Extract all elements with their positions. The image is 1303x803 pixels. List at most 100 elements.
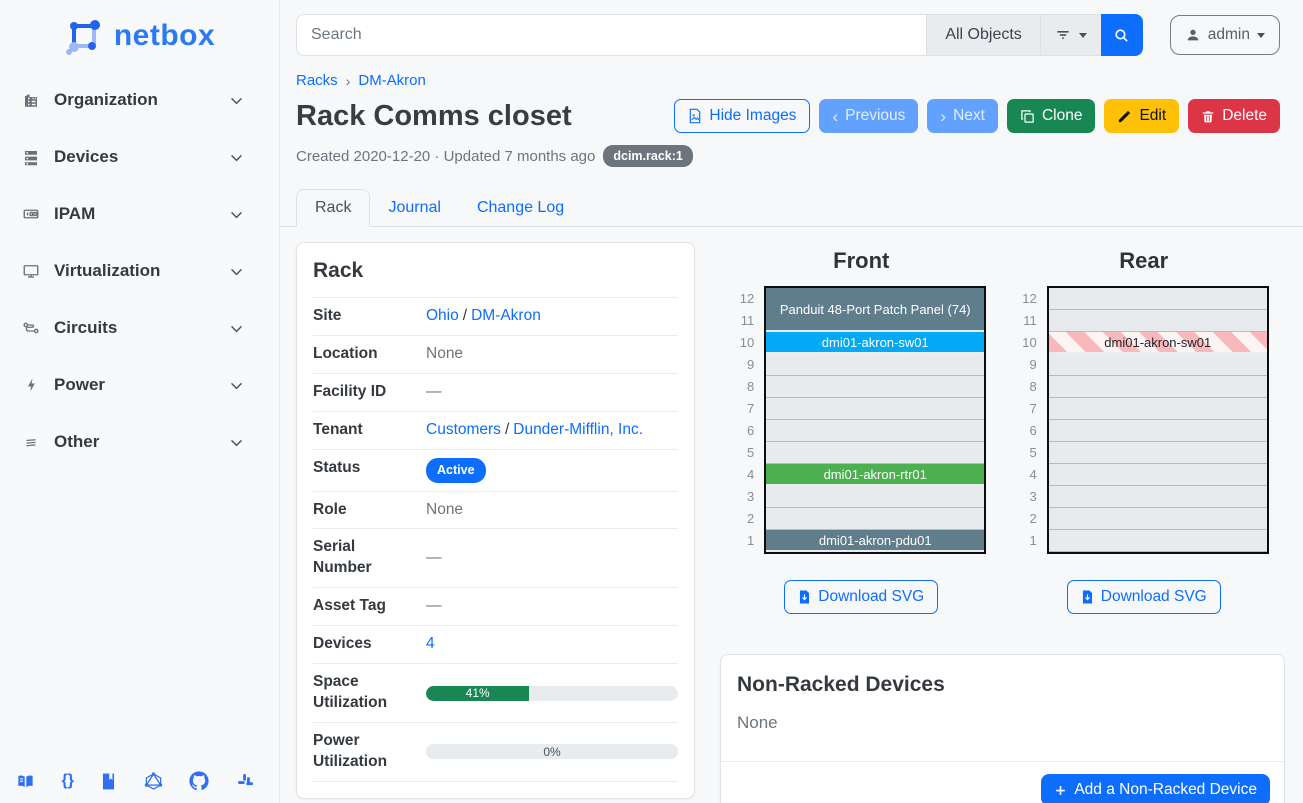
breadcrumb-site-link[interactable]: DM-Akron	[358, 72, 426, 89]
unit-number: 1	[747, 533, 755, 548]
unit-number: 2	[1029, 511, 1037, 526]
rack-unit-slot[interactable]	[1048, 420, 1267, 442]
unit-number: 10	[739, 335, 755, 350]
slack-icon[interactable]	[236, 772, 255, 791]
page-header: Racks › DM-Akron Rack Comms closet Hide …	[280, 70, 1303, 167]
rear-rack-diagram: 12 11 10 9 8 7 6 5 4 3 2 1 dmi01-akron-sw01	[1019, 286, 1269, 554]
separator: /	[504, 420, 510, 438]
field-label: Space Utilization	[313, 673, 388, 712]
search-input[interactable]	[296, 14, 927, 56]
rack-unit-slot[interactable]	[766, 486, 985, 508]
breadcrumb-racks-link[interactable]: Racks	[296, 72, 338, 89]
unit-numbers: 12 11 10 9 8 7 6 5 4 3 2 1	[1019, 286, 1037, 554]
edit-button[interactable]: Edit	[1104, 99, 1180, 133]
rack-unit-slot[interactable]	[1048, 354, 1267, 376]
chevron-down-icon	[228, 263, 245, 280]
docs-book-icon[interactable]	[16, 772, 35, 791]
serial-number-value: —	[426, 548, 442, 566]
site-link[interactable]: Ohio	[426, 307, 459, 324]
code-braces-icon[interactable]: {}	[61, 772, 74, 789]
sidebar: netbox Organization Devices	[0, 0, 280, 803]
rack-details-card: Rack Site Ohio / DM-Akron Location None	[296, 242, 695, 799]
rack-elevations: Front 12 11 10 9 8 7 6 5 4 3 2 1 Panduit 48-Port Pa…	[720, 242, 1285, 614]
chevron-down-icon	[228, 320, 245, 337]
add-non-racked-device-button[interactable]: Add a Non-Racked Device	[1041, 774, 1270, 803]
user-menu-button[interactable]: admin	[1169, 15, 1280, 55]
rack-device[interactable]: dmi01-akron-sw01	[766, 332, 985, 354]
journal-icon[interactable]	[100, 772, 117, 791]
image-file-icon	[688, 108, 702, 124]
unit-number: 11	[1023, 313, 1037, 328]
tab-journal[interactable]: Journal	[388, 199, 441, 216]
object-id-badge: dcim.rack:1	[603, 145, 693, 167]
unit-number: 6	[747, 423, 755, 438]
rack-unit-slot[interactable]	[766, 508, 985, 530]
rack-unit-slot[interactable]	[766, 420, 985, 442]
unit-number: 12	[1022, 291, 1037, 306]
search-scope-button[interactable]: All Objects	[926, 14, 1040, 56]
rack-device[interactable]: Panduit 48-Port Patch Panel (74)	[766, 288, 985, 332]
rack-unit-slot[interactable]	[1048, 486, 1267, 508]
field-label: Serial Number	[313, 538, 372, 577]
tab-rack[interactable]: Rack	[296, 189, 371, 227]
rack-unit-slot[interactable]	[766, 398, 985, 420]
rack-unit-slot[interactable]	[1048, 530, 1267, 552]
sidebar-item-organization[interactable]: Organization	[16, 82, 263, 118]
netbox-logo[interactable]: netbox	[16, 10, 263, 82]
rack-unit-slot[interactable]	[1048, 288, 1267, 310]
tenant-link[interactable]: Dunder-Mifflin, Inc.	[513, 420, 644, 438]
rack-unit-slot[interactable]	[766, 442, 985, 464]
page-title: Rack Comms closet	[296, 99, 572, 132]
power-utilization-bar: 0%	[426, 744, 678, 760]
rack-unit-slot[interactable]	[766, 376, 985, 398]
sidebar-item-power[interactable]: Power	[16, 367, 263, 403]
rack-unit-slot[interactable]	[1048, 464, 1267, 486]
rack-device[interactable]: dmi01-akron-rtr01	[766, 464, 985, 486]
sidebar-item-other[interactable]: Other	[16, 424, 263, 460]
rack-unit-slot[interactable]	[1048, 442, 1267, 464]
previous-button[interactable]: ‹ Previous	[819, 99, 919, 133]
unit-number: 4	[747, 467, 755, 482]
server-icon	[20, 148, 42, 166]
rack-site-link[interactable]: DM-Akron	[471, 307, 541, 324]
chevron-down-icon	[228, 434, 245, 451]
space-utilization-fill: 41%	[426, 685, 530, 701]
unit-number: 5	[747, 445, 755, 460]
sidebar-nav: Organization Devices IPAM	[16, 82, 263, 460]
delete-button[interactable]: Delete	[1188, 99, 1280, 133]
rack-unit-slot[interactable]	[766, 354, 985, 376]
topbar: All Objects admin	[280, 0, 1303, 70]
hide-images-button[interactable]: Hide Images	[674, 99, 811, 133]
devices-count-link[interactable]: 4	[426, 635, 435, 653]
clone-button[interactable]: Clone	[1006, 99, 1096, 133]
field-label: Status	[313, 458, 361, 476]
sidebar-item-devices[interactable]: Devices	[16, 139, 263, 175]
tab-change-log[interactable]: Change Log	[476, 199, 565, 216]
search-submit-button[interactable]	[1100, 14, 1143, 56]
sidebar-item-circuits[interactable]: Circuits	[16, 310, 263, 346]
next-button[interactable]: › Next	[927, 99, 998, 133]
rack-device[interactable]: dmi01-akron-sw01	[1048, 332, 1267, 354]
sidebar-item-label: Power	[54, 375, 106, 394]
rack-device[interactable]: dmi01-akron-pdu01	[766, 530, 985, 552]
field-row-facility-id: Facility ID —	[313, 374, 678, 412]
sidebar-item-virtualization[interactable]: Virtualization	[16, 253, 263, 289]
monitor-icon	[20, 262, 42, 280]
rack-card-title: Rack	[313, 259, 364, 282]
field-row-location: Location None	[313, 336, 678, 374]
sidebar-item-ipam[interactable]: IPAM	[16, 196, 263, 232]
rack-unit-slot[interactable]	[1048, 398, 1267, 420]
github-icon[interactable]	[189, 771, 210, 791]
rack-unit-slot[interactable]	[1048, 508, 1267, 530]
graphql-icon[interactable]	[144, 771, 163, 791]
search-filter-dropdown[interactable]	[1039, 14, 1101, 56]
rear-elevation: Rear 12 11 10 9 8 7 6 5 4 3 2 1 dmi01-akron-sw01 Do…	[1003, 242, 1286, 614]
rack-unit-slot[interactable]	[1048, 310, 1267, 332]
rack-unit-slot[interactable]	[1048, 376, 1267, 398]
file-download-icon	[798, 589, 811, 605]
non-racked-footer: Add a Non-Racked Device	[721, 761, 1284, 803]
unit-number: 3	[747, 489, 755, 504]
download-svg-rear-button[interactable]: Download SVG	[1066, 580, 1221, 614]
download-svg-front-button[interactable]: Download SVG	[784, 580, 939, 614]
tenant-group-link[interactable]: Customers	[426, 420, 501, 438]
